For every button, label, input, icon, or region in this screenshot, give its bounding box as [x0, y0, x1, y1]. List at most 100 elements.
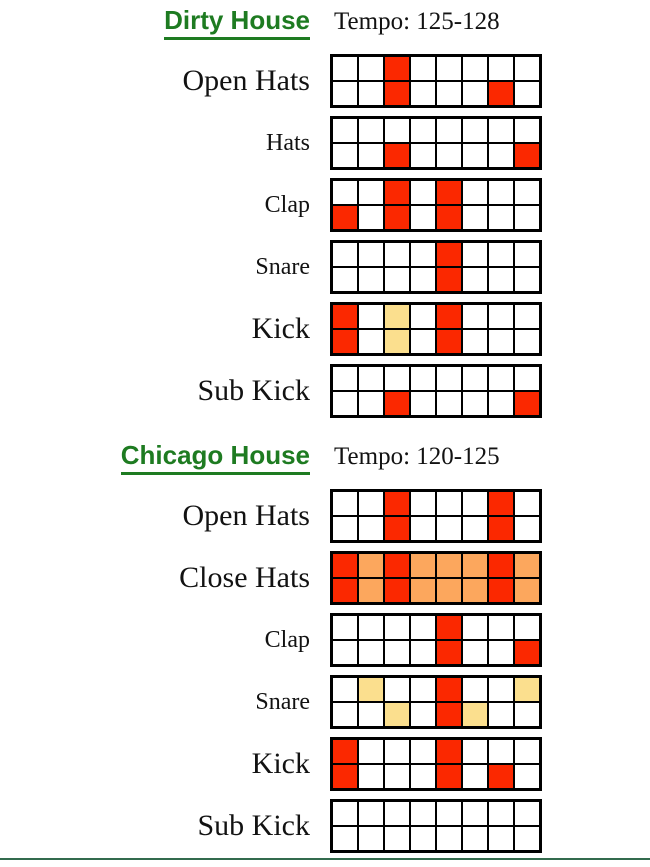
step-cell-empty: [436, 516, 462, 541]
step-cell-red: [436, 304, 462, 329]
step-cell-empty: [514, 205, 540, 230]
step-cell-red: [436, 205, 462, 230]
step-grid: [330, 116, 542, 170]
step-cell-empty: [384, 242, 410, 267]
step-cell-empty: [358, 267, 384, 292]
step-cell-red: [488, 764, 514, 789]
step-cell-empty: [332, 826, 358, 851]
step-cell-empty: [462, 118, 488, 143]
step-cell-empty: [332, 366, 358, 391]
step-cell-empty: [358, 56, 384, 81]
step-cell-empty: [358, 143, 384, 168]
step-cell-empty: [384, 267, 410, 292]
step-cell-empty: [358, 391, 384, 416]
row-label: Close Hats: [179, 561, 310, 594]
tempo-label: Tempo: 125-128: [334, 8, 500, 35]
step-cell-empty: [462, 764, 488, 789]
step-cell-red: [436, 329, 462, 354]
section-header: Dirty House Tempo: 125-128: [0, 5, 650, 46]
step-cell-orange: [436, 553, 462, 578]
step-cell-empty: [488, 180, 514, 205]
step-cell-empty: [514, 81, 540, 106]
step-cell-empty: [358, 739, 384, 764]
step-cell-empty: [358, 764, 384, 789]
step-cell-red: [384, 81, 410, 106]
step-cell-red: [332, 578, 358, 603]
step-cell-empty: [514, 739, 540, 764]
step-cell-empty: [514, 180, 540, 205]
step-cell-empty: [488, 826, 514, 851]
step-cell-red: [488, 578, 514, 603]
step-cell-empty: [358, 180, 384, 205]
step-cell-red: [384, 578, 410, 603]
row-label: Hats: [266, 129, 310, 156]
step-grid: [330, 302, 542, 356]
step-cell-orange: [410, 578, 436, 603]
step-grid: [330, 737, 542, 791]
step-cell-orange: [358, 578, 384, 603]
step-cell-empty: [332, 640, 358, 665]
step-cell-empty: [332, 81, 358, 106]
row-label: Snare: [255, 253, 310, 280]
step-cell-empty: [358, 826, 384, 851]
step-cell-yellow: [462, 702, 488, 727]
step-cell-empty: [488, 304, 514, 329]
row-label: Kick: [251, 747, 310, 780]
step-cell-empty: [358, 801, 384, 826]
row-label: Sub Kick: [197, 809, 311, 842]
step-cell-empty: [332, 702, 358, 727]
step-cell-empty: [488, 205, 514, 230]
step-cell-empty: [358, 702, 384, 727]
step-cell-empty: [410, 143, 436, 168]
step-cell-empty: [358, 615, 384, 640]
step-cell-red: [332, 553, 358, 578]
step-cell-empty: [384, 366, 410, 391]
step-cell-empty: [436, 118, 462, 143]
step-cell-red: [436, 764, 462, 789]
step-cell-empty: [488, 366, 514, 391]
step-cell-empty: [410, 366, 436, 391]
step-cell-empty: [410, 702, 436, 727]
step-cell-empty: [462, 491, 488, 516]
step-cell-empty: [462, 739, 488, 764]
step-cell-red: [488, 553, 514, 578]
step-cell-empty: [358, 491, 384, 516]
step-cell-empty: [410, 118, 436, 143]
step-cell-red: [384, 180, 410, 205]
step-cell-red: [488, 516, 514, 541]
step-grid: [330, 178, 542, 232]
step-cell-empty: [332, 143, 358, 168]
step-cell-empty: [410, 801, 436, 826]
step-cell-orange: [514, 553, 540, 578]
step-cell-empty: [410, 640, 436, 665]
step-cell-empty: [514, 366, 540, 391]
step-grid: [330, 54, 542, 108]
step-cell-red: [514, 391, 540, 416]
step-cell-empty: [462, 826, 488, 851]
step-cell-red: [436, 702, 462, 727]
step-cell-empty: [488, 615, 514, 640]
step-cell-red: [332, 764, 358, 789]
step-cell-yellow: [384, 304, 410, 329]
step-cell-red: [436, 242, 462, 267]
step-cell-empty: [384, 801, 410, 826]
step-cell-empty: [514, 826, 540, 851]
step-grid: [330, 675, 542, 729]
section-header: Chicago House Tempo: 120-125: [0, 440, 650, 481]
section-title: Dirty House: [164, 5, 310, 40]
step-cell-empty: [410, 491, 436, 516]
step-cell-empty: [462, 180, 488, 205]
step-cell-empty: [358, 304, 384, 329]
step-cell-orange: [514, 578, 540, 603]
step-cell-red: [384, 516, 410, 541]
step-cell-yellow: [384, 329, 410, 354]
step-cell-empty: [332, 180, 358, 205]
title-cell: Chicago House: [0, 440, 330, 475]
step-cell-empty: [358, 81, 384, 106]
step-cell-empty: [410, 677, 436, 702]
step-cell-empty: [332, 491, 358, 516]
step-cell-empty: [488, 702, 514, 727]
step-cell-empty: [384, 615, 410, 640]
step-cell-empty: [462, 304, 488, 329]
step-cell-red: [332, 205, 358, 230]
